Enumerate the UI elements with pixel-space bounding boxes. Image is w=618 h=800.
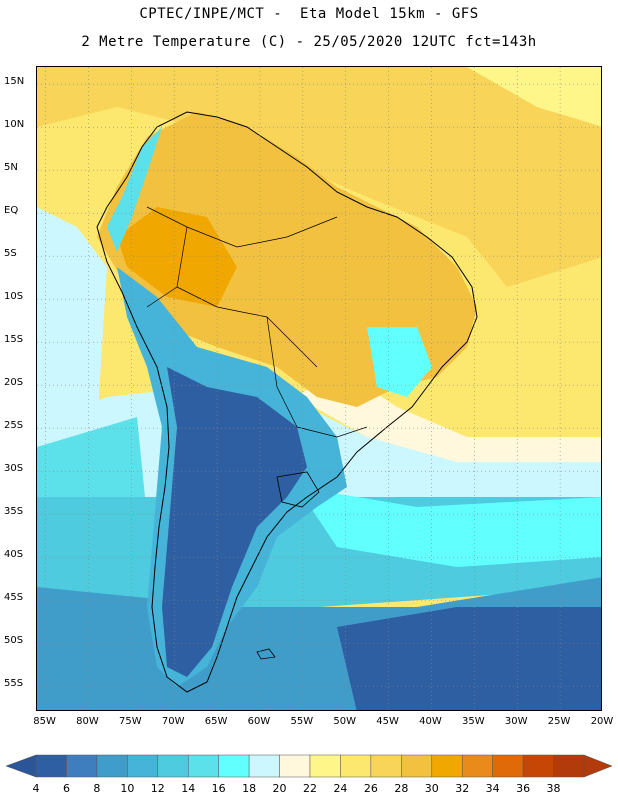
colorbar-tick-label: 10 <box>120 782 135 795</box>
lat-label: 15S <box>4 334 24 346</box>
andes-cool-strip <box>107 127 162 252</box>
lat-label: 10S <box>4 291 24 303</box>
continent-hot-core <box>117 207 237 307</box>
lat-label: 25S <box>4 420 24 432</box>
lat-label: 55S <box>4 678 24 690</box>
colorbar-swatch <box>431 754 463 778</box>
map-canvas <box>37 67 601 710</box>
colorbar-swatch <box>461 754 493 778</box>
lon-label: 55W <box>290 716 314 727</box>
colorbar-swatch <box>401 754 433 778</box>
falklands <box>256 648 276 660</box>
map-title-line-1: CPTEC/INPE/MCT - Eta Model 15km - GFS <box>139 6 479 22</box>
lon-label: 20W <box>590 716 614 727</box>
colorbar-swatch <box>127 754 159 778</box>
lat-label: 45S <box>4 592 24 604</box>
colorbar-swatch <box>157 754 189 778</box>
lon-label: 80W <box>76 716 99 727</box>
lon-label: 75W <box>119 716 142 727</box>
colorbar-swatch <box>340 754 372 778</box>
lon-label: 30W <box>504 716 528 727</box>
lon-label: 40W <box>419 716 442 727</box>
lat-label: 40S <box>4 549 24 561</box>
colorbar-tick-label: 30 <box>424 782 439 795</box>
field-ne-ocean <box>467 67 601 127</box>
lon-label: 70W <box>161 716 185 727</box>
lat-label: 10N <box>4 119 25 131</box>
colorbar-tick-label: 12 <box>150 782 165 795</box>
colorbar-tick-label: 38 <box>546 782 561 795</box>
lat-label: 5N <box>4 162 18 174</box>
colorbar-tick-label: 24 <box>333 782 348 795</box>
plateau-cool <box>367 327 432 397</box>
colorbar-tick-label: 6 <box>62 782 70 795</box>
colorbar-tick-label: 28 <box>394 782 409 795</box>
colorbar-swatch <box>553 754 585 778</box>
field-southern-ocean-deep <box>337 607 601 710</box>
colorbar-swatch <box>370 754 402 778</box>
lat-label: 5S <box>4 248 17 260</box>
lat-label: 15N <box>4 76 25 88</box>
colorbar-swatch <box>248 754 280 778</box>
colorbar-tick-label: 18 <box>242 782 257 795</box>
colorbar-swatch <box>35 754 67 778</box>
colorbar-tick-label: 22 <box>303 782 317 795</box>
lat-label: EQ <box>4 205 19 217</box>
colorbar-over-arrow <box>583 754 612 778</box>
colorbar-swatch <box>492 754 524 778</box>
colorbar-swatch <box>309 754 341 778</box>
colorbar-tick-label: 26 <box>363 782 378 795</box>
colorbar-under-arrow <box>6 754 37 778</box>
lon-label: 35W <box>462 716 485 727</box>
map-title-line-2: 2 Metre Temperature (C) - 25/05/2020 12U… <box>81 34 537 50</box>
lon-label: 85W <box>33 716 56 727</box>
colorbar-tick-label: 16 <box>211 782 226 795</box>
colorbar-tick-label: 34 <box>485 782 500 795</box>
coastline <box>96 111 478 693</box>
colorbar-swatch <box>96 754 128 778</box>
lon-label: 65W <box>204 716 228 727</box>
temperature-map <box>36 66 602 711</box>
colorbar-tick-label: 36 <box>516 782 531 795</box>
lon-label: 25W <box>547 716 571 727</box>
colorbar <box>6 754 612 778</box>
uruguay-outline <box>276 471 320 508</box>
colorbar-tick-label: 4 <box>32 782 40 795</box>
lon-label: 60W <box>247 716 271 727</box>
colorbar-swatch <box>218 754 250 778</box>
field-patagonia-fringe <box>197 667 297 707</box>
lon-label: 50W <box>333 716 357 727</box>
colorbar-tick-label: 20 <box>272 782 287 795</box>
colorbar-swatch <box>279 754 311 778</box>
colorbar-tick-label: 8 <box>93 782 101 795</box>
lat-label: 35S <box>4 506 24 518</box>
colorbar-tick-label: 32 <box>455 782 470 795</box>
colorbar-tick-label: 14 <box>181 782 196 795</box>
lat-label: 30S <box>4 463 24 475</box>
lon-label: 45W <box>376 716 399 727</box>
colorbar-swatch <box>66 754 98 778</box>
lat-label: 20S <box>4 377 24 389</box>
colorbar-swatch <box>187 754 219 778</box>
field-sw-ocean-cool <box>37 207 107 467</box>
southern-cone-coldest <box>162 367 307 677</box>
lat-label: 50S <box>4 635 24 647</box>
field-south-atlantic-cyan <box>297 487 601 567</box>
colorbar-swatch <box>522 754 554 778</box>
